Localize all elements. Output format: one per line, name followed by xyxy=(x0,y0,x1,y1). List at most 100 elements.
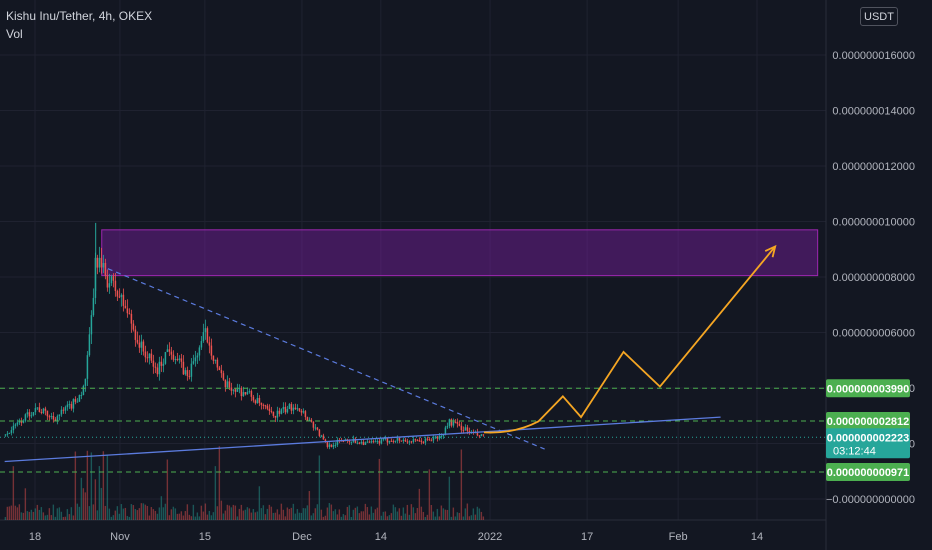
candle xyxy=(272,411,275,416)
volume-bar xyxy=(36,504,39,520)
volume-bar xyxy=(150,507,153,520)
volume-bar xyxy=(336,514,339,520)
projection-path[interactable] xyxy=(483,245,776,434)
volume-bar xyxy=(438,516,441,520)
level-price-tag[interactable] xyxy=(826,411,910,430)
volume-bar xyxy=(20,512,23,520)
volume-bar xyxy=(118,513,121,520)
candle xyxy=(406,441,409,443)
candle xyxy=(400,440,403,442)
volume-bar xyxy=(392,504,395,520)
candle xyxy=(332,445,335,447)
volume-bar xyxy=(126,515,129,520)
volume-bar xyxy=(32,511,35,520)
volume-bar xyxy=(276,509,279,520)
volume-bar xyxy=(478,508,481,520)
volume-bar xyxy=(380,515,383,520)
candle xyxy=(466,427,469,431)
candle xyxy=(278,410,281,414)
x-tick-label: Nov xyxy=(110,531,130,543)
volume-bar xyxy=(168,515,171,520)
candle xyxy=(308,419,311,421)
currency-button[interactable]: USDT xyxy=(860,7,898,26)
volume-bar xyxy=(472,508,475,520)
volume-bar xyxy=(410,504,413,520)
candle xyxy=(6,433,9,435)
volume-bar xyxy=(304,508,307,520)
volume-bar xyxy=(390,513,393,520)
candle xyxy=(240,388,243,397)
candle xyxy=(210,345,213,356)
candle xyxy=(314,427,317,429)
volume-bar xyxy=(56,508,59,520)
level-price-tag[interactable] xyxy=(826,379,910,398)
volume-bar xyxy=(300,512,303,520)
volume-bar xyxy=(338,509,341,520)
volume-bar xyxy=(46,514,49,520)
descending-trendline[interactable] xyxy=(107,268,545,450)
volume-bar xyxy=(44,515,47,520)
resistance-zone[interactable] xyxy=(101,229,819,277)
volume-bar xyxy=(76,503,79,520)
volume-bar xyxy=(386,516,389,520)
candle xyxy=(86,355,89,379)
volume-bar xyxy=(404,513,407,520)
volume-bar xyxy=(184,511,187,520)
candle xyxy=(166,349,169,353)
volume-bar xyxy=(226,504,229,520)
volume-bar xyxy=(88,506,91,520)
volume-bar xyxy=(400,515,403,520)
volume-bar xyxy=(436,508,439,520)
volume-bar xyxy=(460,449,463,520)
candle xyxy=(224,379,227,388)
volume-bar xyxy=(102,451,105,520)
candle xyxy=(134,329,137,340)
volume-bar xyxy=(164,503,167,520)
candle xyxy=(218,367,221,371)
volume-bar xyxy=(194,516,197,520)
x-tick-label: Feb xyxy=(669,531,688,543)
level-price-label: 0.000000002812 xyxy=(827,416,910,428)
volume-bar xyxy=(464,508,467,520)
volume-bar xyxy=(398,508,401,520)
candle xyxy=(482,434,485,436)
candle xyxy=(268,408,271,411)
candle xyxy=(184,370,187,375)
candle xyxy=(392,441,395,443)
volume-bar xyxy=(202,511,205,520)
candle xyxy=(294,407,297,410)
candle xyxy=(174,359,177,361)
volume-bar xyxy=(362,511,365,520)
volume-bar xyxy=(98,466,101,520)
ascending-support-line[interactable] xyxy=(4,416,721,463)
volume-bar xyxy=(432,511,435,520)
candle xyxy=(262,404,265,406)
volume-bar xyxy=(42,512,45,520)
candle xyxy=(458,423,461,426)
volume-bar xyxy=(458,512,461,520)
candle xyxy=(186,370,189,377)
volume-bar xyxy=(418,488,421,520)
volume-bar xyxy=(324,515,327,520)
level-price-tag[interactable] xyxy=(826,463,910,482)
candle xyxy=(382,438,385,440)
candle xyxy=(60,409,63,415)
current-price-tag[interactable] xyxy=(826,428,910,459)
volume-bar xyxy=(422,511,425,520)
volume-bar xyxy=(86,450,89,520)
candle xyxy=(300,410,303,413)
candle xyxy=(146,357,149,359)
volume-indicator-label[interactable]: Vol xyxy=(6,27,23,41)
candle xyxy=(194,357,197,362)
candle xyxy=(380,439,383,444)
candle xyxy=(384,438,387,440)
candle xyxy=(74,399,77,402)
volume-bar xyxy=(222,513,225,520)
x-tick-label: 2022 xyxy=(478,531,502,543)
volume-bar xyxy=(148,515,151,520)
candle xyxy=(318,429,321,436)
candle xyxy=(130,313,133,324)
volume-bar xyxy=(448,476,451,520)
candle xyxy=(64,407,67,411)
